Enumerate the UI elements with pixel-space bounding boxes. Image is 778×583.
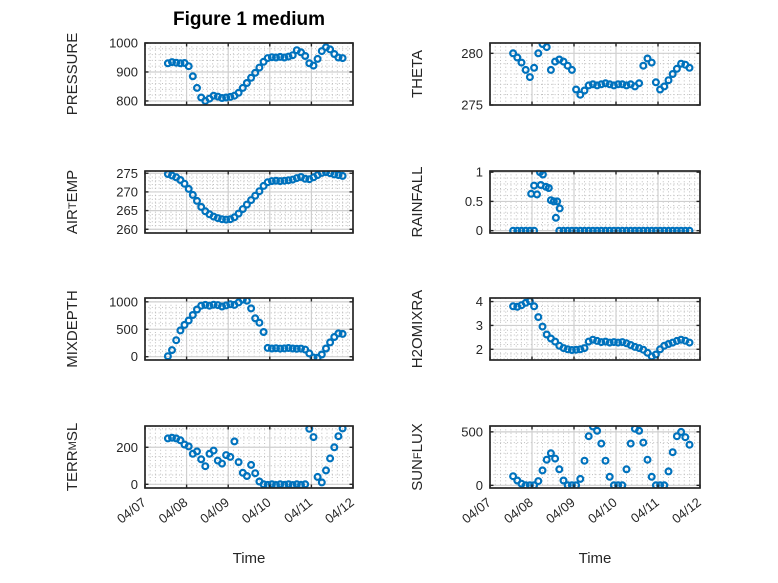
y-tick-label: 3 — [476, 318, 483, 333]
subplot-sun-flux: SUN F LUX 0 500 04/07 04/08 04/09 04/10 04/11 04/… — [409, 423, 704, 526]
plot-area-h2omixra: 2 3 4 — [476, 294, 701, 361]
y-axis-label-part: H2OMIXRA — [409, 289, 426, 369]
y-tick-label: 280 — [461, 46, 483, 61]
plot-area-air-temp: 260 265 270 275 — [116, 166, 354, 237]
y-axis-label-part: AIR — [64, 209, 81, 235]
y-axis-label-sun-flux: SUN F LUX — [409, 423, 426, 491]
y-axis-label-part: THETA — [409, 49, 426, 99]
y-axis-label-theta: THETA — [409, 4, 427, 144]
x-tick-label: 04/09 — [543, 495, 578, 527]
y-axis-label-part: MIXDEPTH — [64, 290, 81, 368]
figure-title: Figure 1 medium — [172, 9, 326, 30]
subplot-h2omixra: H2OMIXRA 2 3 4 — [409, 290, 701, 368]
x-tick-label: 04/12 — [669, 495, 704, 527]
y-tick-label: 260 — [116, 222, 138, 237]
y-tick-label: 4 — [476, 294, 483, 309]
x-tick-label: 04/12 — [322, 495, 357, 527]
y-axis-label-pressure: PRESSURE — [64, 4, 82, 144]
y-tick-label: 200 — [116, 440, 138, 455]
y-tick-label: 500 — [116, 322, 138, 337]
y-axis-label-part: LUX — [409, 423, 426, 453]
y-tick-label: 900 — [116, 64, 138, 79]
y-axis-label-h2omixra: H2OMIXRA — [409, 259, 427, 399]
y-tick-label: 500 — [461, 424, 483, 439]
y-tick-label: 0 — [476, 223, 483, 238]
x-tick-label: 04/08 — [156, 495, 191, 527]
y-tick-label: 1000 — [109, 294, 138, 309]
y-tick-label: 275 — [116, 166, 138, 181]
x-tick-label: 04/07 — [459, 495, 494, 527]
y-tick-label: 270 — [116, 184, 138, 199]
subplot-theta: THETA 275 280 — [409, 42, 701, 113]
subplot-mixdepth: MIXDEPTH 0 500 1000 — [64, 290, 354, 368]
plot-area-theta: 275 280 — [461, 42, 701, 113]
x-tick-label: 04/10 — [239, 495, 274, 527]
plot-area-mixdepth: 0 500 1000 — [109, 294, 354, 364]
y-axis-label-part: RAINFALL — [409, 166, 426, 238]
plot-area-sun-flux: 0 500 04/07 04/08 04/09 04/10 04/11 04/12 — [459, 424, 704, 526]
y-axis-label-mixdepth: MIXDEPTH — [64, 259, 82, 399]
y-axis-label-part: PRESSURE — [64, 32, 81, 116]
subplot-terr-msl: TERR M SL 0 200 04/07 04/08 04/09 04/10 04/11 04/… — [64, 423, 357, 527]
y-axis-label-part: EMP — [64, 169, 81, 203]
x-axis-label-right: Time — [578, 550, 612, 567]
x-tick-label: 04/07 — [114, 495, 149, 527]
plot-area-pressure: 800 900 1000 — [109, 36, 354, 108]
x-tick-label: 04/08 — [501, 495, 536, 527]
x-tick-label: 04/11 — [628, 495, 662, 526]
subplot-pressure: PRESSURE 800 900 1000 — [64, 33, 354, 115]
plot-area-rainfall: 00.51 — [465, 165, 701, 238]
x-axis-label-left: Time — [232, 550, 266, 567]
subplot-air-temp: AIR T EMP 260 265 270 275 — [64, 166, 354, 237]
y-axis-label-part: SL — [64, 422, 81, 442]
y-axis-label-part: SUN — [409, 459, 426, 491]
subplot-rainfall: RAINFALL 0 0.5 1 — [409, 165, 701, 238]
x-tick-label: 04/09 — [197, 495, 232, 527]
y-tick-label: 0 — [131, 477, 138, 492]
y-tick-label: 1 — [476, 165, 483, 180]
plot-area-terr-msl: 0 200 04/07 04/08 04/09 04/10 04/11 04/12 — [114, 425, 357, 526]
y-tick-label: 1000 — [109, 36, 138, 51]
y-axis-label-rainfall: RAINFALL — [409, 132, 427, 272]
y-tick-label: 265 — [116, 203, 138, 218]
y-axis-label-part: TERR — [64, 450, 81, 492]
y-axis-label-terr-msl: TERR M SL — [64, 422, 81, 492]
y-tick-label: 800 — [116, 93, 138, 108]
y-tick-label: 0 — [131, 349, 138, 364]
y-tick-label: 275 — [461, 98, 483, 113]
y-tick-label: 0.5 — [465, 194, 483, 209]
x-tick-label: 04/11 — [281, 495, 315, 526]
y-axis-label-air-temp: AIR T EMP — [64, 169, 81, 235]
x-tick-label: 04/10 — [585, 495, 620, 527]
y-tick-label: 0 — [476, 478, 483, 493]
y-tick-label: 2 — [476, 342, 483, 357]
